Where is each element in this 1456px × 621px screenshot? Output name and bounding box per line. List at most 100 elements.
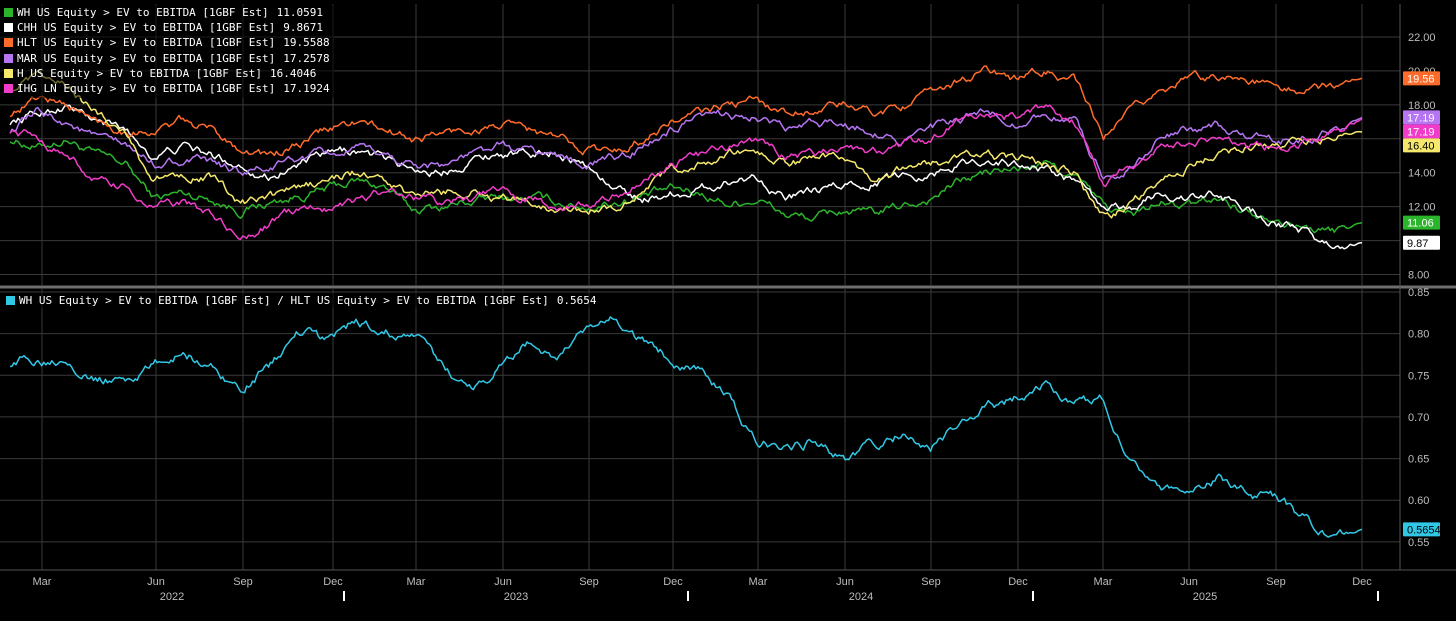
data-point	[556, 155, 557, 156]
y-tick-label: 0.70	[1408, 412, 1429, 424]
data-point	[1275, 215, 1276, 216]
data-point	[1333, 231, 1334, 232]
data-point	[1275, 147, 1276, 148]
y-tick-label: 22.00	[1408, 32, 1436, 44]
data-point	[901, 147, 902, 148]
series-line	[9, 69, 1363, 219]
data-point	[844, 458, 845, 459]
data-point	[872, 113, 873, 114]
data-point	[959, 79, 960, 80]
data-point	[757, 101, 758, 102]
data-point	[1189, 164, 1190, 165]
data-point	[498, 198, 499, 199]
data-point	[671, 192, 672, 193]
data-point	[815, 441, 816, 442]
x-year-label: 2022	[160, 591, 184, 603]
data-point	[930, 96, 931, 97]
data-point	[901, 206, 902, 207]
x-tick-label: Sep	[1266, 576, 1286, 588]
data-point	[757, 152, 758, 153]
data-point	[1304, 91, 1305, 92]
data-point	[383, 155, 384, 156]
data-point	[297, 164, 298, 165]
data-point	[268, 155, 269, 156]
data-point	[326, 341, 327, 342]
data-point	[815, 108, 816, 109]
data-point	[527, 155, 528, 156]
data-point	[556, 138, 557, 139]
data-point	[1218, 155, 1219, 156]
y-tick-label: 14.00	[1408, 168, 1436, 180]
data-point	[1333, 248, 1334, 249]
data-point	[527, 130, 528, 131]
x-tick-label: Mar	[1094, 576, 1113, 588]
data-point	[1361, 131, 1362, 132]
data-point	[182, 147, 183, 148]
data-point	[383, 130, 384, 131]
legend-value: 17.1924	[283, 82, 330, 96]
legend-label: MAR US Equity > EV to EBITDA [1GBF Est]	[17, 51, 276, 65]
data-point	[642, 196, 643, 197]
x-tick-label: Dec	[1352, 576, 1372, 588]
data-point	[355, 172, 356, 173]
data-point	[1016, 396, 1017, 397]
data-point	[211, 155, 212, 156]
data-point	[930, 130, 931, 131]
x-tick-label: Jun	[836, 576, 854, 588]
x-year-label: 2024	[849, 591, 873, 603]
data-point	[1189, 79, 1190, 80]
data-point	[1016, 118, 1017, 119]
data-point	[729, 104, 730, 105]
data-point	[786, 215, 787, 216]
data-point	[355, 150, 356, 151]
data-point	[1016, 169, 1017, 170]
data-point	[930, 172, 931, 173]
data-point	[901, 104, 902, 105]
data-point	[613, 201, 614, 202]
legend-label: WH US Equity > EV to EBITDA [1GBF Est]	[17, 6, 269, 20]
data-point	[412, 198, 413, 199]
legend-entry: IHG LN Equity > EV to EBITDA [1GBF Est] 1…	[4, 81, 330, 96]
data-point	[1160, 87, 1161, 88]
legend-value: 9.8671	[283, 21, 324, 35]
data-point	[240, 206, 241, 207]
data-point	[729, 400, 730, 401]
y-tick-label: 0.80	[1408, 329, 1429, 341]
data-point	[1045, 70, 1046, 71]
y-tick-label: 0.85	[1408, 287, 1429, 299]
data-point	[700, 366, 701, 367]
data-point	[441, 366, 442, 367]
data-point	[613, 198, 614, 199]
y-tick-label: 0.75	[1408, 370, 1429, 382]
end-value-label: 17.19	[1403, 110, 1440, 125]
data-point	[844, 155, 845, 156]
data-point	[383, 186, 384, 187]
x-tick-label: Sep	[579, 576, 599, 588]
data-point	[38, 138, 39, 139]
end-value-label-bg	[1403, 110, 1440, 125]
legend-value: 19.5588	[283, 36, 330, 50]
data-point	[470, 198, 471, 199]
data-point	[498, 152, 499, 153]
data-point	[872, 189, 873, 190]
y-tick-label: 0.55	[1408, 537, 1429, 549]
data-point	[153, 130, 154, 131]
data-point	[613, 321, 614, 322]
legend-swatch	[4, 38, 13, 48]
end-value-label-text: 0.5654	[1407, 524, 1441, 536]
end-value-label-text: 19.56	[1407, 73, 1435, 85]
x-tick-label: Dec	[1008, 576, 1028, 588]
data-point	[153, 366, 154, 367]
y-tick-label: 12.00	[1408, 202, 1436, 214]
data-point	[729, 113, 730, 114]
x-year-label: 2023	[504, 591, 528, 603]
data-point	[1361, 222, 1362, 223]
data-point	[527, 150, 528, 151]
data-point	[1189, 198, 1190, 199]
legend-entry: HLT US Equity > EV to EBITDA [1GBF Est] 1…	[4, 35, 330, 50]
data-point	[901, 176, 902, 177]
data-point	[757, 118, 758, 119]
data-point	[1016, 121, 1017, 122]
data-point	[1045, 383, 1046, 384]
data-point	[815, 152, 816, 153]
